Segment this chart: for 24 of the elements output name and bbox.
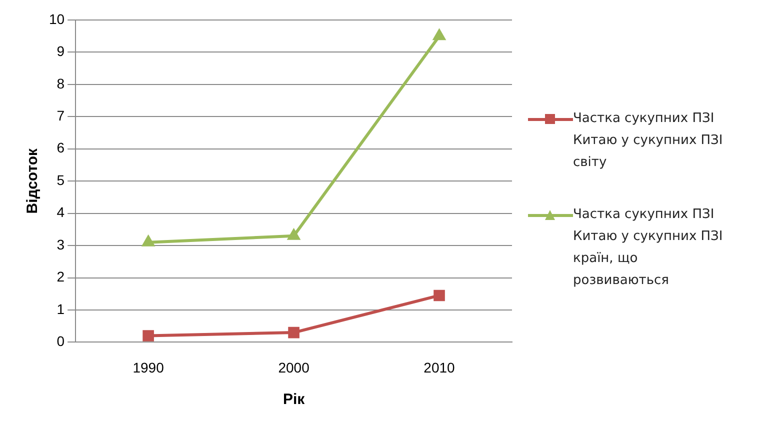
point	[432, 28, 446, 40]
x-tick-label: 2010	[424, 359, 456, 376]
legend-label: Частка сукупних ПЗІ Китаю у сукупних ПЗІ країн, що розвиваються	[573, 206, 724, 290]
point	[434, 290, 445, 302]
y-tick-label: 6	[56, 140, 65, 156]
y-tick-label: 2	[56, 268, 65, 285]
y-tick-label: 5	[56, 172, 65, 188]
point	[141, 234, 156, 246]
point	[288, 326, 300, 338]
x-axis-title: Рік	[282, 391, 306, 408]
x-tick-label: 1990	[132, 359, 164, 376]
y-tick-label: 0	[56, 333, 65, 350]
y-tick-label: 3	[56, 236, 65, 252]
legend-label: Частка сукупних ПЗІ Китаю у сукупних ПЗІ світу	[573, 110, 724, 172]
x-tick-label: 2000	[278, 359, 310, 376]
y-tick-label: 1	[56, 300, 65, 317]
y-tick-label: 9	[56, 43, 65, 60]
point	[286, 228, 301, 240]
y-tick-label: 10	[48, 10, 65, 27]
y-tick-label: 8	[56, 75, 65, 92]
point	[142, 330, 154, 342]
y-axis-title: Відсоток	[24, 148, 42, 214]
y-tick-label: 7	[56, 108, 65, 124]
y-tick-label: 4	[56, 204, 65, 220]
